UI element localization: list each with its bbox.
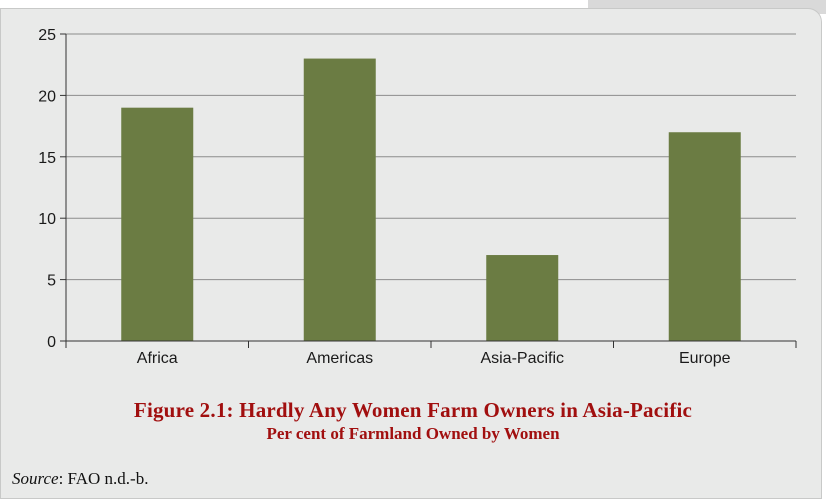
y-tick-label: 0 bbox=[47, 334, 56, 351]
x-category-label: Europe bbox=[679, 350, 731, 367]
x-category-label: Africa bbox=[137, 350, 178, 367]
bar bbox=[303, 58, 376, 342]
figure-title: Figure 2.1: Hardly Any Women Farm Owners… bbox=[133, 398, 693, 422]
y-tick-label: 20 bbox=[38, 88, 56, 105]
source-label: Source bbox=[12, 469, 59, 488]
y-tick-label: 10 bbox=[38, 211, 56, 228]
bar bbox=[121, 107, 194, 342]
source-note: Source: FAO n.d.-b. bbox=[12, 469, 148, 489]
x-category-label: Americas bbox=[306, 350, 373, 367]
source-text: : FAO n.d.-b. bbox=[58, 469, 149, 488]
y-tick-label: 15 bbox=[38, 150, 56, 167]
bar bbox=[668, 132, 741, 341]
y-tick-label: 5 bbox=[47, 273, 56, 290]
bar bbox=[486, 255, 559, 341]
x-category-label: Asia-Pacific bbox=[480, 350, 564, 367]
figure-subtitle: Per cent of Farmland Owned by Women bbox=[266, 424, 560, 443]
y-tick-label: 25 bbox=[38, 27, 56, 44]
bar-chart: 0 5 10 15 20 25 Africa Americas Asia-Pacific Euro… bbox=[38, 27, 797, 367]
